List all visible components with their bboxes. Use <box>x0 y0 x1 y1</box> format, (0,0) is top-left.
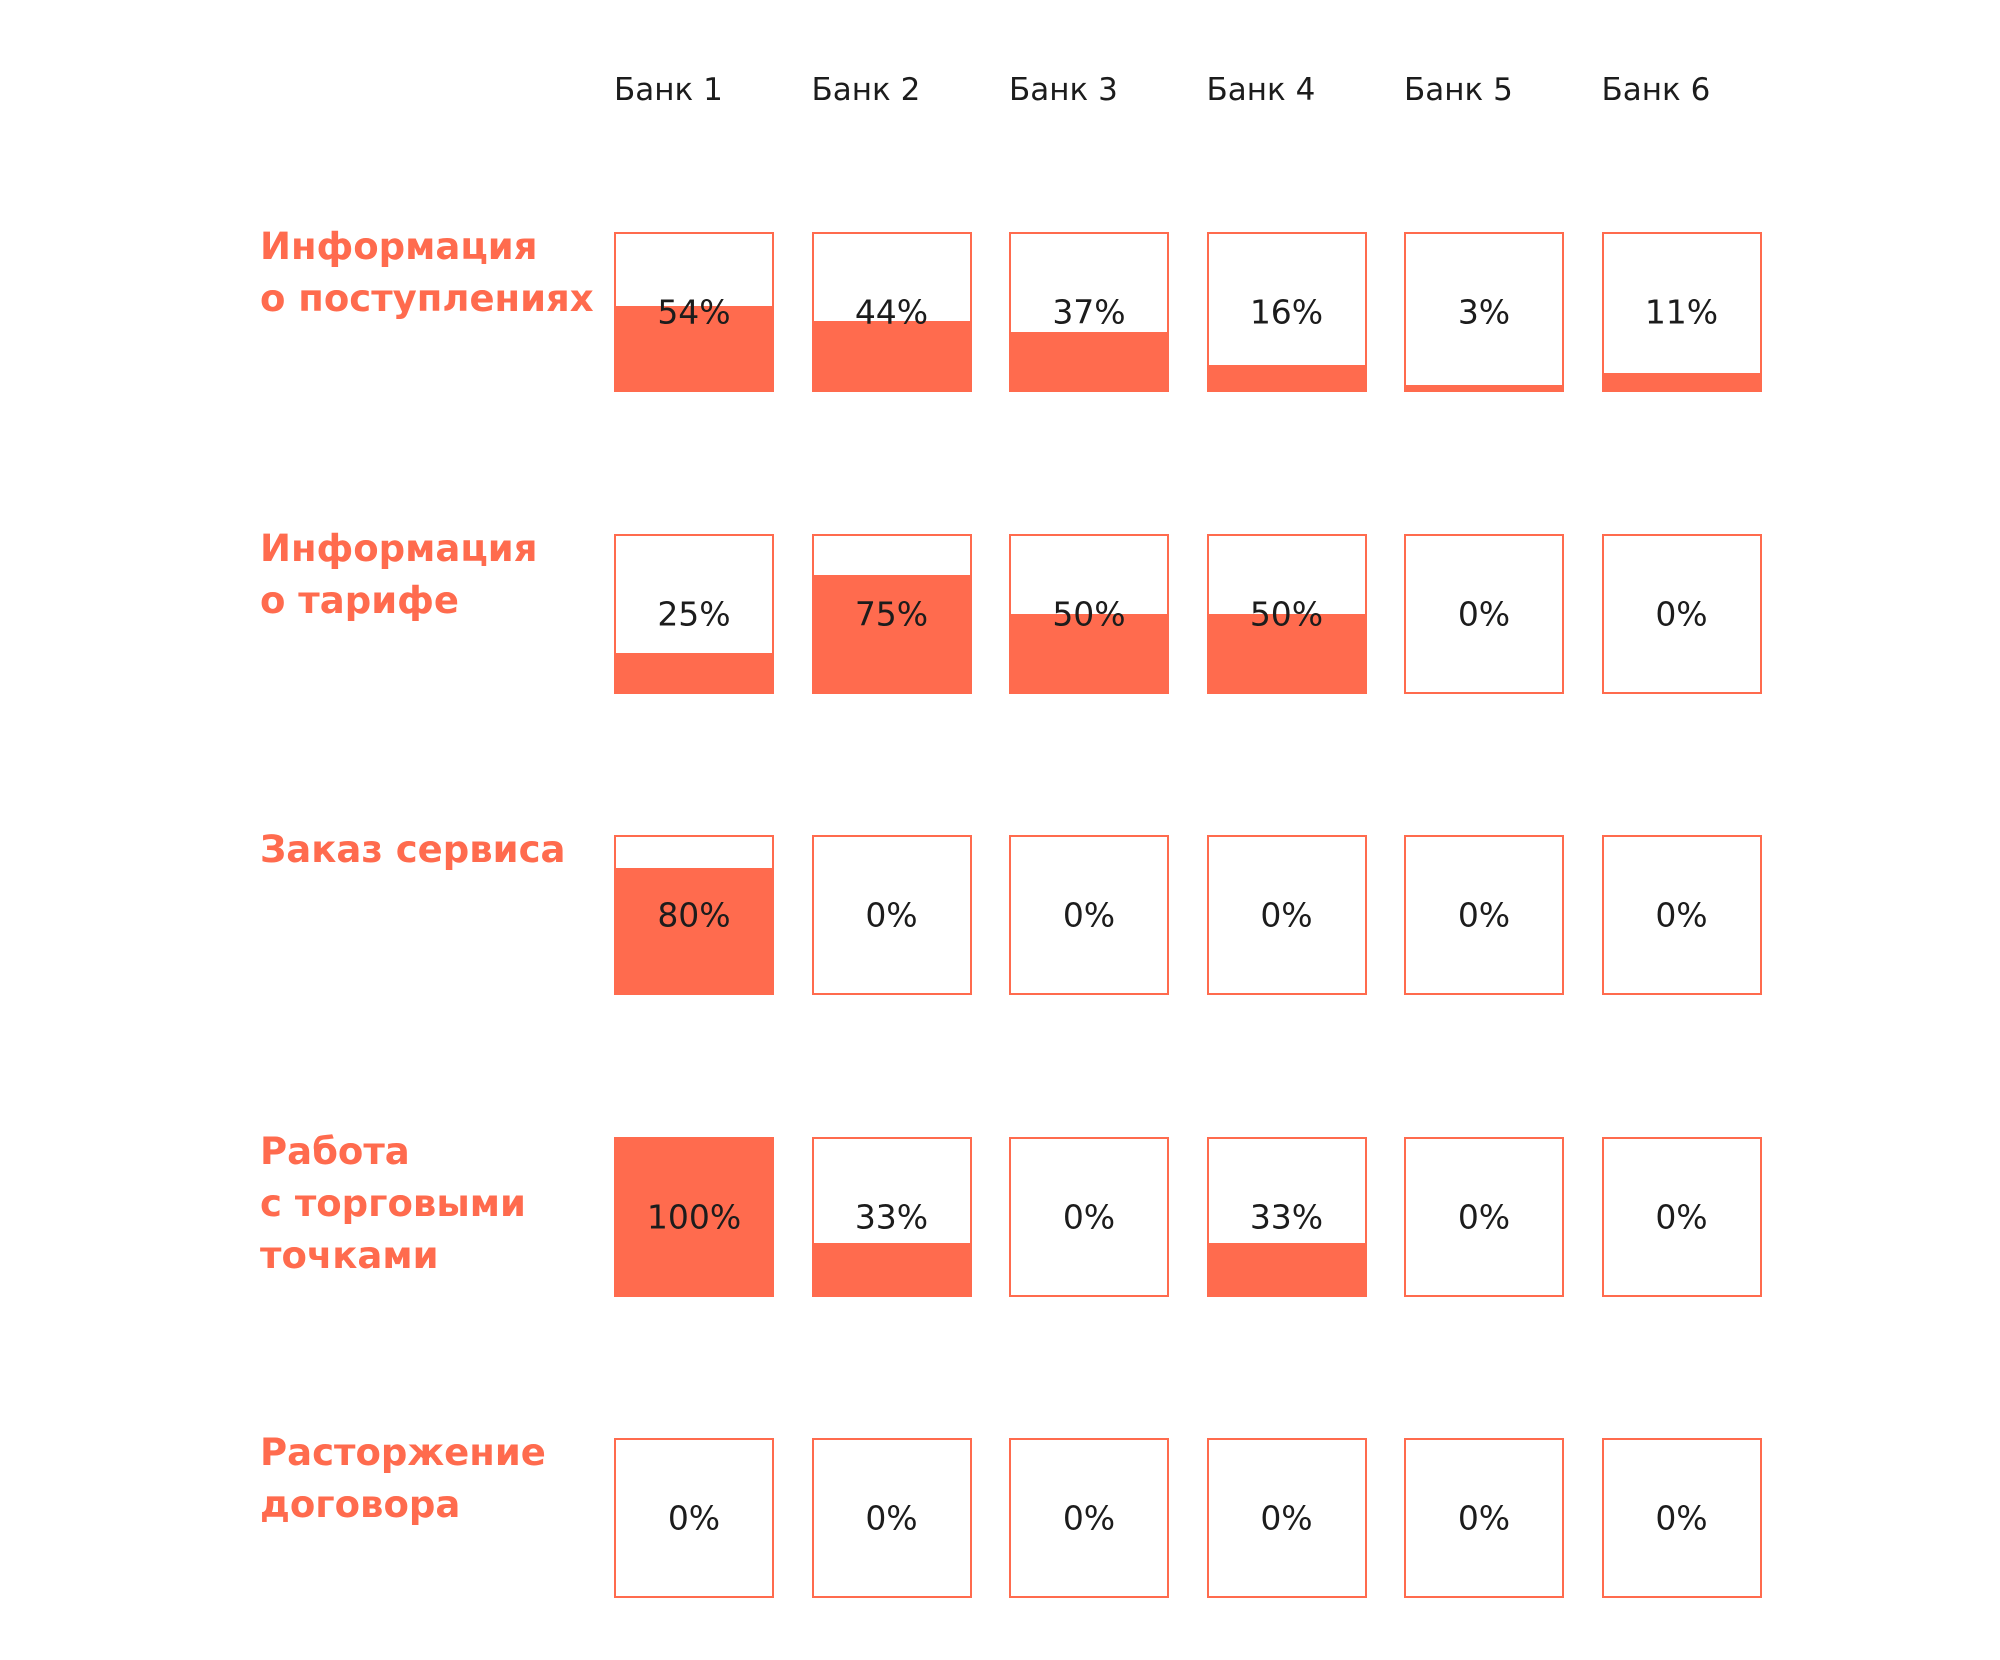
row-label-2: Информация о тарифе <box>260 523 537 627</box>
row-label-line: о поступлениях <box>260 277 594 320</box>
value-cell: 0% <box>1404 1438 1564 1598</box>
row-label-line: договора <box>260 1483 461 1526</box>
value-fill-bar <box>1603 372 1760 390</box>
row-label-line: Информация <box>260 526 538 570</box>
value-label: 0% <box>1260 895 1313 935</box>
value-label: 50% <box>1052 594 1126 633</box>
value-cell: 0% <box>1404 835 1564 995</box>
value-fill-bar <box>616 652 772 692</box>
value-label: 0% <box>865 1498 918 1538</box>
value-label: 0% <box>1655 1498 1708 1538</box>
value-label: 0% <box>1457 1498 1511 1538</box>
value-cell: 33% <box>1206 1136 1367 1297</box>
value-cell: 0% <box>1404 533 1564 694</box>
value-label: 0% <box>1062 895 1116 935</box>
value-cell: 0% <box>1601 533 1762 694</box>
value-fill-bar <box>1208 365 1365 390</box>
value-label: 44% <box>854 292 929 332</box>
value-cell: 0% <box>1601 835 1762 995</box>
value-cell: 3% <box>1404 232 1564 392</box>
value-cell: 0% <box>1206 835 1367 995</box>
value-cell: 0% <box>1404 1136 1564 1297</box>
value-label: 0% <box>865 895 918 935</box>
value-fill-bar <box>813 1243 970 1295</box>
value-fill-bar <box>1208 613 1365 692</box>
row-label-line: точками <box>260 1233 439 1277</box>
value-label: 16% <box>1249 292 1324 332</box>
value-label: 54% <box>657 292 731 332</box>
value-cell: 80% <box>614 835 774 995</box>
value-label: 0% <box>1655 895 1708 935</box>
value-label: 0% <box>1457 1197 1511 1236</box>
row-label-3: Заказ сервиса <box>260 824 565 876</box>
value-label: 0% <box>1062 1498 1116 1538</box>
value-label: 33% <box>854 1197 929 1236</box>
value-fill-bar <box>1011 613 1167 692</box>
value-cell: 50% <box>1009 533 1169 694</box>
row-label-line: Работа <box>260 1129 410 1173</box>
row-label-line: с торговыми <box>260 1181 526 1225</box>
value-fill-bar <box>1406 385 1562 390</box>
column-header-bank-6: Банк 6 <box>1601 72 1711 108</box>
value-fill-bar <box>616 868 772 993</box>
value-cell: 0% <box>811 835 972 995</box>
row-label-line: Заказ сервиса <box>260 828 566 871</box>
row-label-5: Расторжение договора <box>260 1427 546 1531</box>
value-label: 11% <box>1644 292 1719 332</box>
row-label-line: Информация <box>260 225 538 268</box>
value-label: 0% <box>667 1498 721 1538</box>
value-cell: 0% <box>1009 835 1169 995</box>
row-label-1: Информация о поступлениях <box>260 221 594 325</box>
value-label: 0% <box>1260 1498 1313 1538</box>
value-cell: 100% <box>614 1136 774 1297</box>
row-label-4: Работа с торговыми точками <box>260 1126 526 1282</box>
value-fill-bar <box>1011 332 1167 390</box>
value-cell: 25% <box>614 533 774 694</box>
row-label-line: о тарифе <box>260 578 459 622</box>
value-label: 50% <box>1249 594 1324 633</box>
value-cell: 0% <box>1601 1136 1762 1297</box>
value-label: 80% <box>657 895 731 935</box>
value-cell: 0% <box>811 1438 972 1598</box>
value-cell: 37% <box>1009 232 1169 392</box>
value-cell: 75% <box>811 533 972 694</box>
value-label: 0% <box>1062 1197 1116 1236</box>
value-cell: 16% <box>1206 232 1367 392</box>
value-label: 3% <box>1457 292 1511 332</box>
column-header-bank-4: Банк 4 <box>1206 72 1316 108</box>
value-cell: 44% <box>811 232 972 392</box>
value-fill-bar <box>813 321 970 390</box>
value-cell: 50% <box>1206 533 1367 694</box>
value-fill-bar <box>813 574 970 692</box>
row-label-line: Расторжение <box>260 1431 546 1474</box>
value-label: 0% <box>1457 594 1511 633</box>
value-label: 0% <box>1457 895 1511 935</box>
value-cell: 0% <box>1601 1438 1762 1598</box>
value-fill-bar <box>616 1138 772 1295</box>
column-header-bank-5: Банк 5 <box>1404 72 1513 108</box>
value-label: 100% <box>646 1197 742 1236</box>
value-label: 25% <box>657 594 731 633</box>
value-cell: 54% <box>614 232 774 392</box>
value-cell: 0% <box>1009 1136 1169 1297</box>
value-label: 37% <box>1052 292 1126 332</box>
value-label: 0% <box>1655 594 1708 633</box>
value-fill-bar <box>616 305 772 390</box>
value-cell: 0% <box>1009 1438 1169 1598</box>
value-cell: 33% <box>811 1136 972 1297</box>
value-cell: 0% <box>614 1438 774 1598</box>
value-label: 75% <box>854 594 929 633</box>
value-fill-bar <box>1208 1243 1365 1295</box>
value-label: 33% <box>1249 1197 1324 1236</box>
column-header-bank-3: Банк 3 <box>1009 72 1118 108</box>
value-cell: 0% <box>1206 1438 1367 1598</box>
value-label: 0% <box>1655 1197 1708 1236</box>
column-header-bank-1: Банк 1 <box>614 72 723 108</box>
column-header-bank-2: Банк 2 <box>811 72 921 108</box>
value-cell: 11% <box>1601 232 1762 392</box>
